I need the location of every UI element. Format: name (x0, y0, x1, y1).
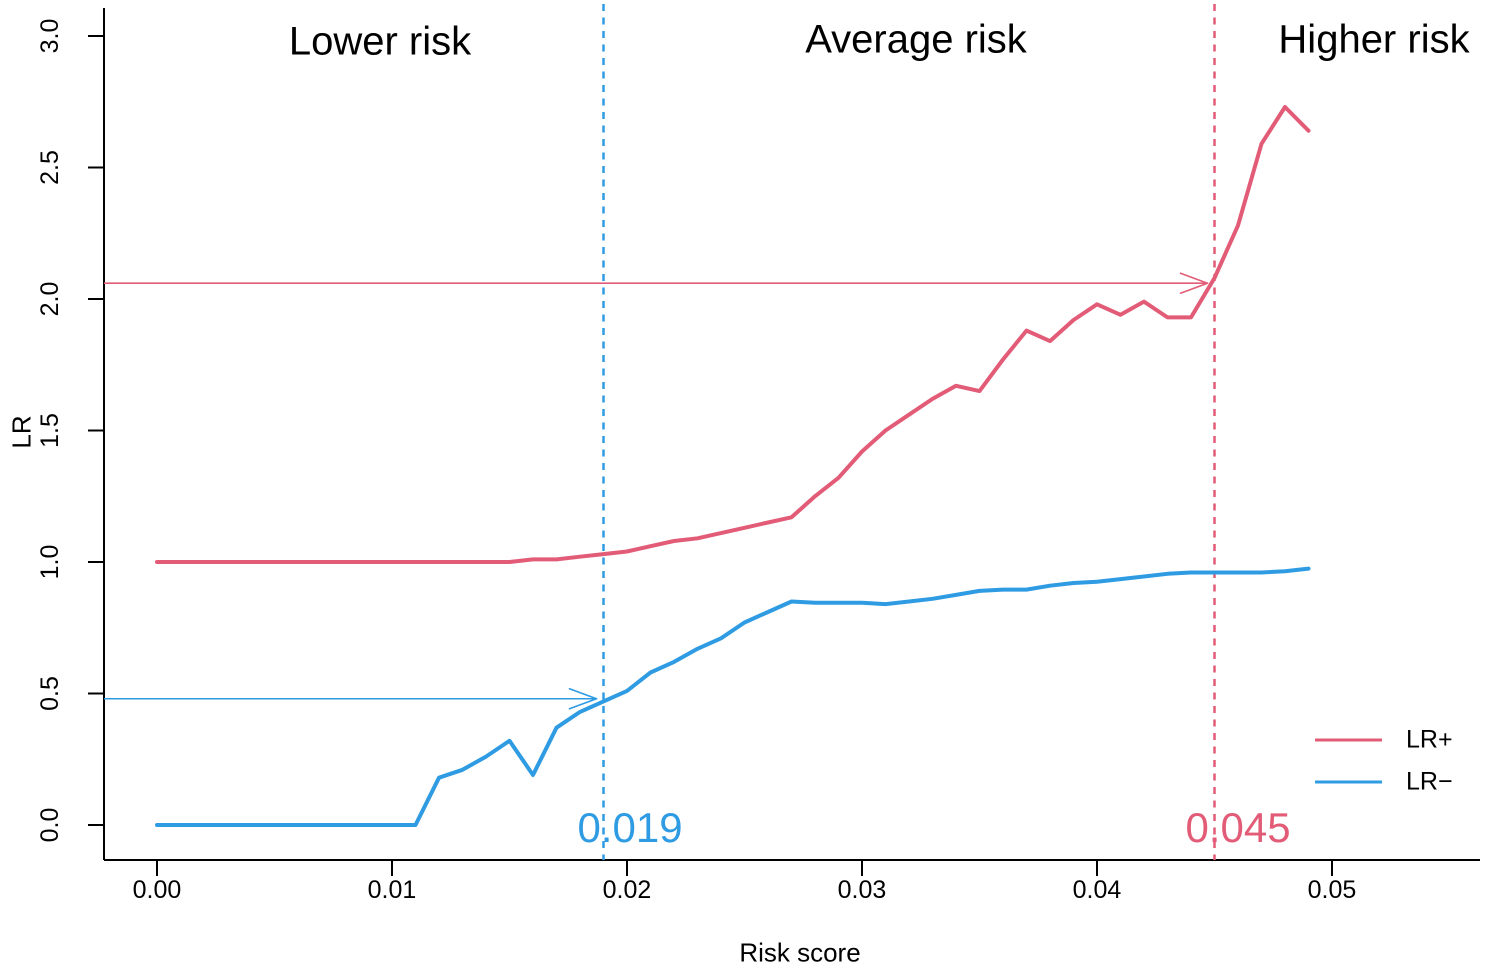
region-label-higher-risk: Higher risk (1278, 17, 1470, 62)
arrow-head (568, 687, 598, 700)
y-tick-label: 2.0 (36, 282, 64, 317)
lr-plus-curve (155, 105, 1311, 564)
y-axis-title: LR (6, 415, 37, 449)
x-tick-label: 0.00 (133, 876, 182, 904)
y-tick-label: 0.0 (36, 808, 64, 843)
y-tick-label: 2.5 (36, 150, 64, 185)
x-tick-label: 0.05 (1308, 876, 1357, 904)
y-tick-label: 1.5 (36, 413, 64, 448)
region-label-average-risk: Average risk (805, 17, 1027, 62)
x-tick-label: 0.03 (838, 876, 887, 904)
y-tick-label: 3.0 (36, 19, 64, 54)
y-tick-label: 0.5 (36, 676, 64, 711)
arrow-head (568, 697, 598, 710)
arrow-head (1179, 272, 1209, 285)
lr-minus-curve (155, 566, 1311, 827)
threshold-value-lr-minus: 0.019 (577, 804, 683, 851)
legend-label-lr-plus: LR+ (1406, 725, 1453, 754)
x-tick-label: 0.01 (368, 876, 417, 904)
region-label-lower-risk: Lower risk (288, 19, 472, 64)
y-tick-label: 1.0 (36, 545, 64, 580)
legend-label-lr-minus: LR− (1406, 767, 1453, 796)
x-tick-label: 0.04 (1073, 876, 1122, 904)
threshold-value-lr-plus: 0.045 (1185, 804, 1291, 851)
arrow-head (1179, 282, 1209, 295)
x-tick-label: 0.02 (603, 876, 652, 904)
x-axis-title: Risk score (739, 937, 861, 968)
